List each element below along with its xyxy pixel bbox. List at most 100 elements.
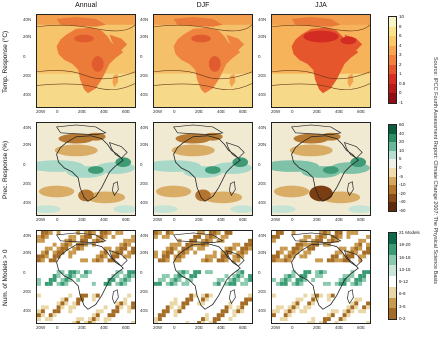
latitude-tick-label: 20S	[258, 73, 267, 79]
colorbar-tick-label: 10	[399, 147, 405, 153]
colorbar-swatch	[389, 83, 396, 94]
colorbar-swatch	[389, 55, 396, 65]
map-panel-prec-annual	[36, 122, 136, 216]
longitude-tick-label: 40E	[100, 217, 109, 222]
colorbar-swatch	[389, 26, 396, 37]
latitude-tick-label: 20N	[140, 249, 149, 255]
latitude-tick-label: 40N	[258, 124, 267, 130]
latitude-tick-label: 40S	[258, 307, 267, 313]
colorbar-swatch	[389, 45, 396, 56]
latitude-tick-label: 40N	[140, 124, 149, 130]
longitude-tick-label: 0	[56, 109, 59, 114]
longitude-tick-label: 20W	[271, 325, 281, 330]
longitude-tick-label: 60E	[239, 109, 248, 114]
colorbar-tick-label: 20	[399, 139, 405, 145]
colorbar-swatch	[389, 286, 396, 298]
latitude-tick-label: 20S	[23, 289, 32, 295]
colorbar-tick-label: 4	[399, 42, 402, 48]
latitude-tick-label: 20S	[258, 181, 267, 187]
longitude-tick-label: 0	[173, 109, 176, 114]
colorbar-swatch	[389, 17, 396, 27]
colorbar-tick-label: 3	[399, 52, 402, 58]
colorbar-swatch	[389, 243, 396, 255]
colorbar-prec	[388, 124, 397, 212]
colorbar-tick-label: 1	[399, 71, 402, 77]
latitude-tick-label: 20S	[140, 181, 149, 187]
colorbar-tick-label: 6	[399, 33, 402, 39]
colorbar-swatch	[389, 276, 396, 287]
longitude-tick-label: 60E	[357, 217, 366, 222]
colorbar-swatch	[389, 167, 396, 177]
longitude-tick-label: 40E	[335, 109, 344, 114]
latitude-tick-label: 20N	[23, 249, 32, 255]
colorbar-tick-label: 0	[399, 90, 402, 96]
longitude-tick-label: 20E	[78, 217, 87, 222]
colorbar-tick-label: -1	[399, 100, 404, 105]
latitude-tick-label: 40N	[23, 232, 32, 238]
colorbar-swatch	[389, 142, 396, 151]
longitude-tick-label: 0	[291, 325, 294, 330]
latitude-tick-label: 40S	[258, 91, 267, 97]
row-label-models: Num. of Models > 0	[2, 249, 9, 307]
longitude-tick-label: 60E	[239, 217, 248, 222]
latitude-tick-label: 20N	[258, 249, 267, 255]
colorbar-tick-label: 60	[399, 122, 405, 127]
longitude-tick-label: 20E	[313, 217, 322, 222]
latitude-tick-label: 20N	[140, 33, 149, 39]
colorbar-tick-label: 13-15	[399, 266, 411, 272]
longitude-tick-label: 60E	[122, 325, 131, 330]
colorbar-tick-label: 2	[399, 61, 402, 67]
column-title-djf: DJF	[196, 2, 210, 9]
latitude-tick-label: 0	[258, 162, 261, 168]
latitude-tick-label: 20S	[140, 289, 149, 295]
map-panel-prec-jja	[271, 122, 371, 216]
colorbar-tick-label: 0.5	[399, 80, 406, 86]
longitude-tick-label: 20W	[271, 217, 281, 222]
colorbar-swatch	[389, 74, 396, 84]
latitude-tick-label: 0	[23, 162, 26, 168]
colorbar-tick-label: 16-18	[399, 254, 411, 260]
latitude-tick-label: 20N	[140, 141, 149, 147]
colorbar-tick-label: 0-2	[399, 316, 406, 321]
map-panel-models-jja	[271, 230, 371, 324]
colorbar-swatch	[389, 308, 396, 319]
longitude-tick-label: 20E	[313, 109, 322, 114]
longitude-tick-label: 60E	[357, 325, 366, 330]
colorbar-tick-label: -5	[399, 173, 404, 179]
longitude-tick-label: 0	[173, 217, 176, 222]
longitude-tick-label: 20W	[153, 109, 163, 114]
colorbar-tick-label: 40	[399, 130, 405, 136]
latitude-tick-label: 20S	[23, 181, 32, 187]
colorbar-tick-label: 19-20	[399, 242, 411, 248]
map-panel-models-annual	[36, 230, 136, 324]
colorbar-swatch	[389, 297, 396, 309]
longitude-tick-label: 40E	[335, 325, 344, 330]
longitude-tick-label: 40E	[217, 325, 226, 330]
longitude-tick-label: 60E	[122, 109, 131, 114]
longitude-tick-label: 60E	[239, 325, 248, 330]
latitude-tick-label: 20S	[258, 289, 267, 295]
latitude-tick-label: 20S	[23, 73, 32, 79]
colorbar-swatch	[389, 254, 396, 266]
colorbar-tick-label: -40	[399, 199, 406, 205]
latitude-tick-label: 40N	[140, 232, 149, 238]
colorbar-swatch	[389, 36, 396, 46]
colorbar-swatch	[389, 202, 396, 211]
colorbar-models	[388, 232, 397, 320]
longitude-tick-label: 20W	[153, 325, 163, 330]
latitude-tick-label: 40S	[140, 307, 149, 313]
latitude-tick-label: 0	[140, 270, 143, 276]
colorbar-tick-label: -60	[399, 208, 406, 213]
colorbar-swatch	[389, 125, 396, 134]
longitude-tick-label: 20W	[36, 109, 46, 114]
colorbar-swatch	[389, 159, 396, 168]
longitude-tick-label: 40E	[217, 217, 226, 222]
latitude-tick-label: 40N	[23, 124, 32, 130]
longitude-tick-label: 20E	[195, 217, 204, 222]
latitude-tick-label: 40S	[23, 91, 32, 97]
longitude-tick-label: 20E	[78, 325, 87, 330]
colorbar-swatch	[389, 93, 396, 103]
longitude-tick-label: 0	[291, 217, 294, 222]
colorbar-temp	[388, 16, 397, 104]
colorbar-swatch	[389, 150, 396, 160]
